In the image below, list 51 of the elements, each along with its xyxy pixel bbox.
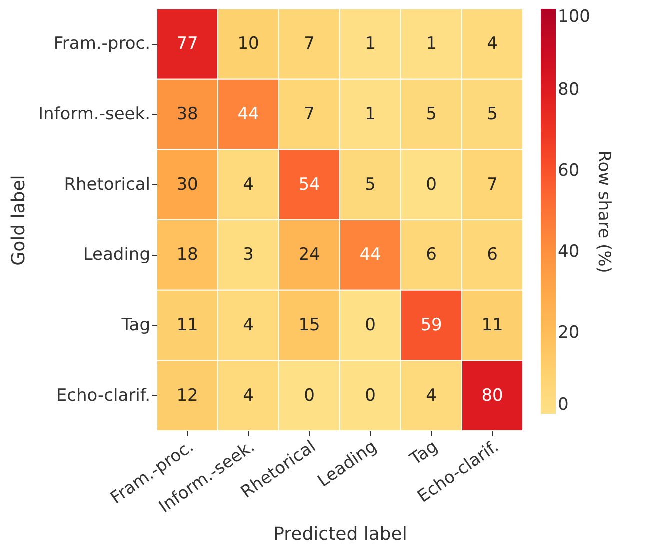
data-label: 5: [426, 104, 437, 124]
y-tick-label: Echo-clarif.: [56, 386, 150, 406]
data-label: 4: [243, 174, 254, 195]
data-label: 0: [365, 316, 376, 336]
x-axis-title: Predicted label: [274, 524, 408, 545]
data-label: 7: [304, 104, 315, 124]
data-label: 12: [176, 386, 198, 406]
data-label: 54: [298, 174, 320, 195]
data-label: 80: [482, 386, 504, 406]
data-label: 3: [243, 245, 254, 266]
color-bar-label: 0: [558, 395, 569, 415]
data-label: 4: [426, 386, 437, 406]
data-label: 77: [176, 34, 198, 54]
data-label: 11: [482, 316, 504, 336]
data-label: 59: [420, 316, 442, 336]
color-bar-title: Row share (%): [594, 150, 614, 274]
data-label: 0: [365, 386, 376, 406]
color-bar-label: 40: [558, 242, 580, 262]
data-label: 44: [360, 245, 382, 266]
color-bar-label: 20: [558, 323, 580, 343]
data-label: 11: [176, 316, 198, 336]
data-label: 4: [487, 34, 498, 54]
color-bar-label: 80: [558, 80, 580, 100]
y-axis-title: Gold label: [8, 175, 30, 266]
data-label: 4: [243, 386, 254, 406]
data-label: 6: [487, 245, 498, 266]
color-bar-label: 100: [558, 7, 590, 27]
data-label: 1: [365, 34, 376, 54]
color-bar-label: 60: [558, 161, 580, 181]
data-label: 4: [243, 316, 254, 336]
data-label: 0: [426, 174, 437, 195]
y-tick-label: Inform.-seek.: [38, 104, 150, 124]
data-label: 18: [176, 245, 198, 266]
data-label: 1: [365, 104, 376, 124]
data-label: 7: [304, 34, 315, 54]
y-tick-label: Leading: [83, 245, 150, 266]
y-tick-label: Fram.-proc.: [54, 34, 150, 54]
data-label: 0: [304, 386, 315, 406]
data-label: 5: [365, 174, 376, 195]
data-label: 44: [238, 104, 260, 124]
data-label: 6: [426, 245, 437, 266]
data-label: 15: [298, 316, 320, 336]
data-label: 38: [176, 104, 198, 124]
data-label: 7: [487, 174, 498, 195]
y-tick-label: Rhetorical: [64, 174, 150, 195]
data-label: 10: [238, 34, 260, 54]
y-tick-label: Tag: [120, 316, 150, 336]
data-label: 24: [298, 245, 320, 266]
data-label: 5: [487, 104, 498, 124]
data-label: 1: [426, 34, 437, 54]
data-label: 30: [176, 174, 198, 195]
